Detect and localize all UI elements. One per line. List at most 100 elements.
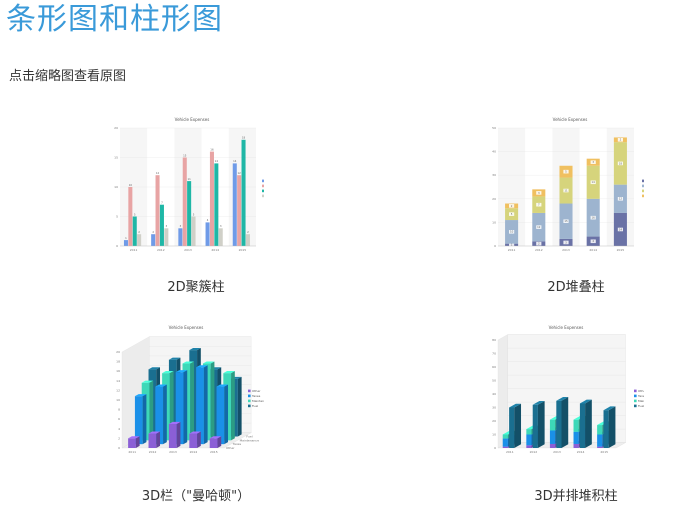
data-label: 5	[565, 170, 567, 174]
page-title: 条形图和柱形图	[6, 2, 223, 37]
thumbnail-3d-stacked-column[interactable]: Vehicle Expenses 0 10 20 30 40 50 60 70 80 2011 201…	[484, 320, 644, 460]
bar	[182, 157, 187, 246]
y-tick-label: 2	[118, 436, 120, 440]
z-tick-label: Maintenance	[240, 438, 259, 442]
bar	[155, 175, 160, 246]
bar-top	[134, 394, 147, 397]
bar	[209, 151, 214, 246]
x-tick-label: 2011	[508, 248, 516, 252]
bar-segment	[532, 404, 538, 448]
y-tick-label: 0	[494, 446, 496, 450]
thumbnail-2d-clustered-column[interactable]: Vehicle Expenses 0 5 10 15 20 1 10 5 2 2011 2 12 7 3 20…	[104, 112, 264, 252]
bar-side	[135, 436, 140, 448]
legend-swatch	[248, 404, 251, 408]
caption-3d-stacked-column[interactable]: 3D并排堆积柱	[534, 489, 618, 504]
data-label: 2	[511, 204, 513, 208]
bar-top	[162, 371, 174, 374]
bar-segment	[597, 434, 603, 447]
legend-label: Fuel	[252, 404, 258, 408]
bar-top	[182, 361, 195, 364]
bar	[232, 163, 237, 246]
data-label: 2	[247, 230, 249, 234]
data-label-box	[590, 180, 596, 185]
x-tick-label: 2013	[562, 248, 570, 252]
data-label: 3	[592, 160, 594, 164]
x-tick-label: 2015	[600, 450, 608, 454]
chart-title: Vehicle Expenses	[175, 117, 210, 122]
data-label-box	[536, 191, 542, 195]
caption-3d-manhattan-column[interactable]: 3D栏（"曼哈顿"）	[141, 489, 251, 504]
z-tick-label: Other	[226, 446, 235, 450]
y-tick-label: 18	[116, 360, 120, 364]
chart-title: Vehicle Expenses	[549, 325, 584, 330]
legend-label: Taxes	[637, 394, 644, 398]
bar-top	[128, 436, 140, 439]
y-tick-label: 20	[116, 350, 120, 354]
bar-segment-top	[579, 399, 592, 404]
bar-segment	[573, 431, 579, 444]
y-tick-label: 16	[116, 369, 120, 373]
legend-swatch	[634, 389, 637, 393]
bar-side	[217, 436, 222, 448]
legend-label: Other	[252, 389, 261, 393]
data-label-box	[509, 204, 515, 208]
bar-segment	[597, 425, 603, 435]
data-label: 10	[510, 230, 514, 234]
data-label: 1	[511, 243, 513, 247]
data-label-box	[563, 240, 569, 245]
bar-top	[175, 370, 188, 373]
bar-segment	[597, 446, 603, 448]
data-label: 4	[207, 218, 209, 222]
x-tick-label: 2013	[553, 450, 561, 454]
bar-side	[210, 361, 215, 441]
legend-swatch	[642, 184, 644, 188]
bar-segment	[549, 430, 556, 444]
bar-top	[189, 348, 201, 351]
chart-title: Vehicle Expenses	[169, 325, 204, 330]
bar	[132, 216, 137, 246]
bar-segment	[526, 429, 532, 435]
data-label-box	[590, 215, 596, 220]
legend-swatch	[248, 389, 251, 393]
legend-label: Fuel	[638, 404, 644, 408]
y-tick-label: 8	[118, 408, 120, 412]
chart-3d-stacked-column: Vehicle Expenses 0 10 20 30 40 50 60 70 80 2011 201…	[492, 325, 644, 454]
data-label: 5	[511, 212, 513, 216]
y-tick-label: 12	[116, 388, 120, 392]
bar-segment-side	[537, 401, 545, 448]
y-tick-label: 0	[116, 244, 118, 248]
chart-2d-clustered-column: Vehicle Expenses 0 5 10 15 20 1 10 5 2 2011 2 12 7 3 20…	[114, 117, 264, 252]
data-label-box	[617, 138, 623, 142]
data-label: 3	[565, 240, 567, 244]
bar-top	[155, 384, 167, 387]
bar-segment	[549, 419, 556, 431]
x-tick-label: 2015	[617, 248, 625, 252]
legend-swatch	[634, 399, 637, 403]
data-label-box	[590, 160, 596, 165]
x-tick-label: 2011	[506, 450, 514, 454]
caption-2d-stacked-column[interactable]: 2D堆叠柱	[547, 280, 605, 295]
bar-segment	[556, 400, 562, 448]
caption-2d-clustered-column[interactable]: 2D聚簇柱	[167, 280, 225, 295]
x-tick-label: 2014	[577, 450, 585, 454]
bar-top	[216, 384, 229, 387]
y-tick-label: 20	[114, 126, 118, 130]
x-tick-label: 2012	[530, 450, 538, 454]
bar-top	[202, 361, 215, 364]
bar-top	[168, 421, 181, 424]
data-label: 14	[233, 159, 237, 163]
legend-swatch	[642, 194, 644, 198]
bar-segment	[579, 403, 586, 448]
data-label: 3	[165, 224, 167, 228]
data-label-box	[590, 239, 596, 244]
y-tick-label: 40	[492, 392, 496, 396]
thumbnail-2d-stacked-column[interactable]: Vehicle Expenses 0 10 20 30 40 50 1 10 5 2 2011 2 12 7…	[484, 112, 644, 252]
bar-top	[223, 371, 235, 374]
legend-swatch	[634, 404, 637, 408]
bar-segment	[502, 438, 508, 447]
y-tick-label: 10	[116, 398, 120, 402]
data-label: 5	[134, 212, 136, 216]
bar-side	[190, 361, 195, 441]
thumbnail-3d-manhattan-column[interactable]: Vehicle Expenses 0 2 4 6 8 10 12 14 16 18 20 2011 201…	[104, 320, 264, 460]
bar-side	[183, 370, 188, 445]
